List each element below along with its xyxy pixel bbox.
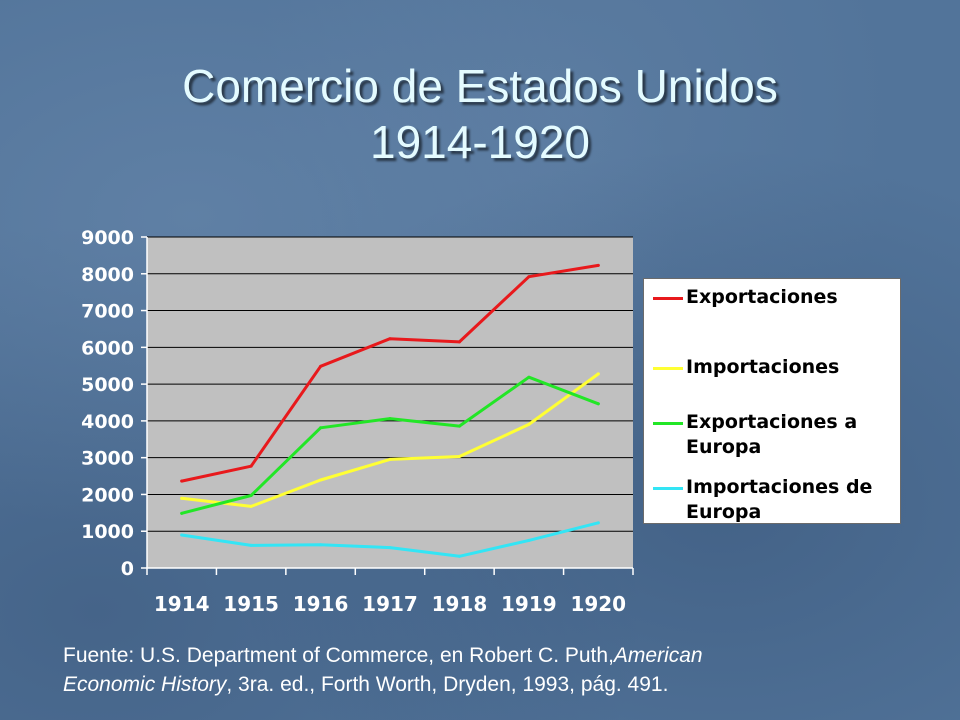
data-point-exportaciones-1917 bbox=[388, 337, 392, 341]
source-prefix: Fuente: U.S. Department of Commerce, en … bbox=[63, 644, 614, 667]
data-point-importaciones-de-europa-1920 bbox=[596, 521, 600, 525]
data-point-importaciones-1920 bbox=[596, 372, 600, 376]
legend-swatch-exportaciones-a-europa bbox=[653, 422, 683, 425]
data-point-exportaciones-a-europa-1919 bbox=[527, 375, 531, 379]
legend-swatch-exportaciones bbox=[653, 297, 683, 300]
y-tick-label-5000: 5000 bbox=[81, 374, 134, 396]
data-point-exportaciones-1918 bbox=[457, 340, 461, 344]
y-tick-label-6000: 6000 bbox=[81, 337, 134, 359]
y-tick-label-1000: 1000 bbox=[81, 521, 134, 543]
y-tick-label-9000: 9000 bbox=[81, 227, 134, 249]
data-point-importaciones-1917 bbox=[388, 457, 392, 461]
y-tick-label-0: 0 bbox=[121, 558, 134, 580]
legend-label-exportaciones: Exportaciones bbox=[686, 286, 838, 308]
data-point-importaciones-de-europa-1917 bbox=[388, 546, 392, 550]
x-tick-label-1914: 1914 bbox=[154, 592, 210, 616]
data-point-exportaciones-a-europa-1916 bbox=[319, 426, 323, 430]
data-point-importaciones-de-europa-1915 bbox=[249, 543, 253, 547]
x-tick-label-1915: 1915 bbox=[223, 592, 279, 616]
data-point-exportaciones-a-europa-1918 bbox=[457, 424, 461, 428]
legend-label-importaciones-de-europa: Importaciones de Europa bbox=[686, 476, 873, 523]
data-point-importaciones-1915 bbox=[249, 504, 253, 508]
data-point-exportaciones-1914 bbox=[180, 479, 184, 483]
data-point-importaciones-de-europa-1916 bbox=[319, 543, 323, 547]
data-point-exportaciones-1919 bbox=[527, 275, 531, 279]
x-tick-label-1917: 1917 bbox=[362, 592, 418, 616]
source-citation: Fuente: U.S. Department of Commerce, en … bbox=[63, 641, 923, 699]
data-point-importaciones-de-europa-1914 bbox=[180, 533, 184, 537]
data-point-importaciones-de-europa-1919 bbox=[527, 538, 531, 542]
legend-label-exportaciones-a-europa: Exportaciones a Europa bbox=[686, 411, 858, 458]
source-book-title-part1: American bbox=[613, 644, 703, 667]
x-tick-label-1920: 1920 bbox=[570, 592, 626, 616]
source-suffix: , 3ra. ed., Forth Worth, Dryden, 1993, p… bbox=[226, 673, 669, 696]
y-tick-label-8000: 8000 bbox=[81, 264, 134, 286]
legend-swatch-importaciones-de-europa bbox=[653, 487, 683, 490]
data-point-exportaciones-1920 bbox=[596, 263, 600, 267]
data-point-exportaciones-1916 bbox=[319, 364, 323, 368]
x-tick-label-1916: 1916 bbox=[293, 592, 349, 616]
slide-title-line1: Comercio de Estados Unidos bbox=[182, 60, 778, 112]
data-point-importaciones-1916 bbox=[319, 478, 323, 482]
data-point-exportaciones-a-europa-1915 bbox=[249, 494, 253, 498]
data-point-importaciones-1918 bbox=[457, 455, 461, 459]
chart-legend: Exportaciones Importaciones Exportaciones … bbox=[643, 278, 901, 524]
data-point-exportaciones-1915 bbox=[249, 464, 253, 468]
y-tick-label-2000: 2000 bbox=[81, 484, 134, 506]
x-tick-label-1918: 1918 bbox=[432, 592, 488, 616]
y-tick-label-4000: 4000 bbox=[81, 411, 134, 433]
data-point-importaciones-de-europa-1918 bbox=[457, 554, 461, 558]
data-point-importaciones-1919 bbox=[527, 422, 531, 426]
source-book-title-part2: Economic History bbox=[63, 673, 227, 696]
legend-label-importaciones: Importaciones bbox=[686, 356, 840, 378]
slide-title-line2: 1914-1920 bbox=[370, 116, 590, 168]
slide-title: Comercio de Estados Unidos 1914-1920 bbox=[0, 58, 960, 170]
data-point-importaciones-1914 bbox=[180, 496, 184, 500]
legend-swatch-importaciones bbox=[653, 367, 683, 370]
data-point-exportaciones-a-europa-1917 bbox=[388, 417, 392, 421]
y-tick-label-3000: 3000 bbox=[81, 448, 134, 470]
data-point-exportaciones-a-europa-1914 bbox=[180, 511, 184, 515]
plot-area bbox=[147, 237, 633, 568]
data-point-exportaciones-a-europa-1920 bbox=[596, 402, 600, 406]
x-tick-label-1919: 1919 bbox=[501, 592, 557, 616]
y-tick-label-7000: 7000 bbox=[81, 301, 134, 323]
